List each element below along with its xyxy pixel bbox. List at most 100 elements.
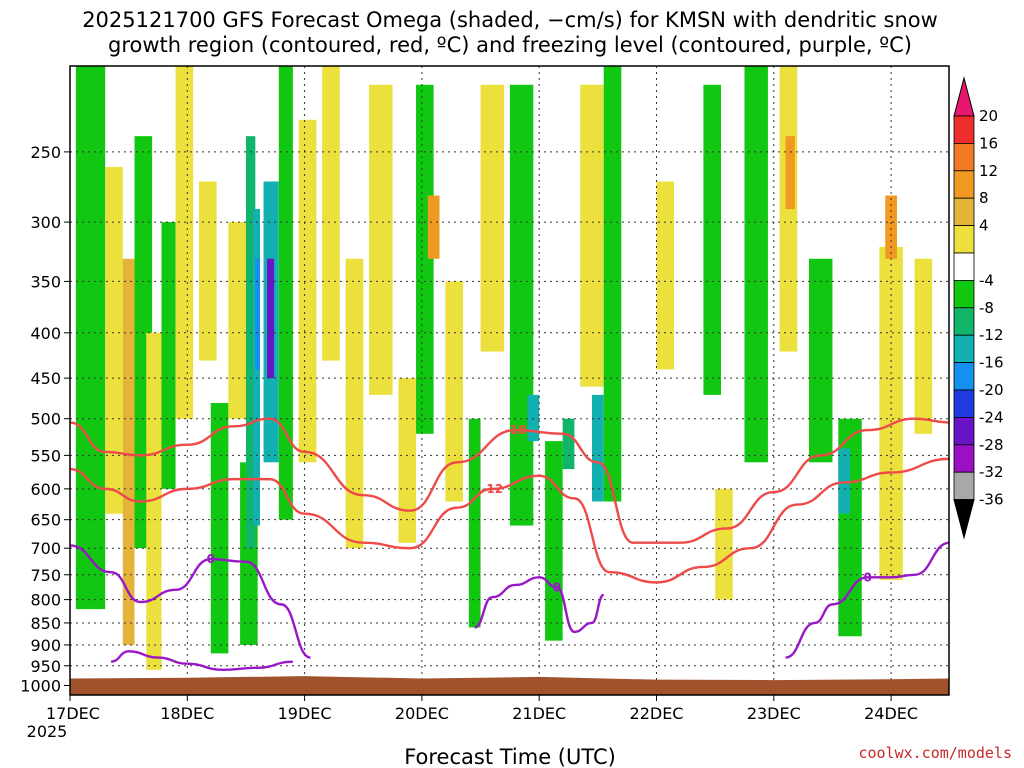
watermark: coolwx.com/models bbox=[858, 744, 1012, 762]
omega-cell bbox=[345, 258, 364, 549]
y-tick-label: 800 bbox=[30, 591, 61, 610]
omega-cell bbox=[885, 195, 897, 259]
omega-cell bbox=[808, 258, 833, 463]
x-tick-label: 20DEC bbox=[395, 704, 449, 723]
y-tick-label: 450 bbox=[30, 369, 61, 388]
omega-shading bbox=[75, 66, 1024, 670]
x-tick-label: 18DEC bbox=[160, 704, 214, 723]
colorbar-swatch bbox=[953, 225, 975, 254]
contour-line bbox=[70, 417, 949, 544]
omega-cell bbox=[1014, 323, 1024, 434]
omega-cell bbox=[427, 195, 440, 259]
colorbar-top-arrow bbox=[953, 76, 975, 117]
colorbar-label: -20 bbox=[979, 381, 1004, 399]
x-tick-label: 23DEC bbox=[747, 704, 801, 723]
omega-cell bbox=[527, 394, 540, 442]
omega-cell bbox=[509, 84, 534, 526]
omega-cell bbox=[603, 66, 622, 502]
omega-cell bbox=[298, 119, 317, 463]
omega-cell bbox=[210, 402, 229, 654]
omega-cell bbox=[278, 66, 293, 520]
colorbar-swatch bbox=[953, 142, 975, 172]
contour-label: 0 bbox=[553, 580, 561, 594]
grid-lines bbox=[70, 66, 949, 695]
omega-cell bbox=[879, 246, 903, 580]
y-tick-label: 550 bbox=[30, 446, 61, 465]
contour-line bbox=[785, 541, 949, 659]
y-tick-label: 700 bbox=[30, 539, 61, 558]
y-tick-label: 950 bbox=[30, 657, 61, 676]
x-tick-label: 21DEC bbox=[512, 704, 566, 723]
omega-cell bbox=[744, 66, 768, 463]
colorbar-swatch bbox=[953, 389, 975, 418]
colorbar-swatch bbox=[953, 279, 975, 309]
colorbar-swatch bbox=[953, 362, 975, 391]
colorbar-swatch bbox=[953, 197, 975, 226]
y-tick-label: 500 bbox=[30, 410, 61, 429]
omega-cell bbox=[838, 448, 851, 514]
contour-label: 0 bbox=[207, 552, 215, 566]
contour-line bbox=[70, 457, 949, 584]
contour-line bbox=[110, 650, 293, 671]
x-tick-year: 2025 bbox=[27, 722, 68, 741]
omega-cell bbox=[369, 84, 393, 395]
x-tick-label: 22DEC bbox=[630, 704, 684, 723]
colorbar-label: 4 bbox=[979, 217, 989, 235]
y-tick-label: 900 bbox=[30, 636, 61, 655]
plot-frame bbox=[69, 65, 950, 696]
colorbar-label: -8 bbox=[979, 299, 994, 317]
omega-cell bbox=[445, 281, 463, 502]
colorbar-swatch bbox=[953, 444, 975, 473]
omega-cell bbox=[656, 181, 675, 370]
y-tick-label: 650 bbox=[30, 511, 61, 530]
omega-cell bbox=[267, 258, 275, 379]
x-tick-label: 24DEC bbox=[864, 704, 918, 723]
chart-title-line-1: 2025121700 GFS Forecast Omega (shaded, −… bbox=[82, 8, 938, 32]
colorbar-label: -4 bbox=[979, 271, 994, 289]
colorbar-bottom-arrow bbox=[953, 499, 975, 540]
omega-cell bbox=[562, 418, 575, 470]
omega-cell bbox=[703, 84, 722, 395]
y-tick-label: 600 bbox=[30, 480, 61, 499]
omega-cell bbox=[715, 488, 733, 600]
omega-cell bbox=[480, 84, 505, 352]
colorbar-label: 16 bbox=[979, 134, 998, 152]
omega-cell bbox=[785, 136, 795, 210]
contour-line bbox=[70, 544, 311, 659]
colorbar-label: -32 bbox=[979, 463, 1004, 481]
contour-label: 0 bbox=[863, 570, 871, 584]
colorbar: 20 16 12 8 4 -4 -8 -12 -16 -20 -24 -28 -32 -36 bbox=[953, 76, 1004, 540]
terrain-fill bbox=[70, 676, 949, 695]
colorbar-label: 20 bbox=[979, 107, 998, 125]
colorbar-swatch bbox=[953, 416, 975, 446]
colorbar-label: -24 bbox=[979, 408, 1004, 426]
colorbar-label: 8 bbox=[979, 189, 989, 207]
y-tick-label: 1000 bbox=[20, 676, 61, 695]
omega-cell bbox=[1003, 152, 1021, 600]
omega-cell bbox=[580, 84, 604, 387]
omega-cell bbox=[468, 418, 481, 628]
colorbar-label: -16 bbox=[979, 354, 1004, 372]
omega-cell bbox=[245, 136, 256, 549]
colorbar-swatch bbox=[953, 334, 975, 364]
colorbar-label: -36 bbox=[979, 491, 1004, 509]
colorbar-label: 12 bbox=[979, 162, 998, 180]
omega-cell bbox=[255, 258, 261, 370]
contour-label: -18 bbox=[505, 423, 527, 437]
y-tick-label: 300 bbox=[30, 213, 61, 232]
temperature-contours: -18 -12 0 0 0 bbox=[70, 417, 949, 671]
omega-cell bbox=[591, 394, 604, 502]
omega-cell bbox=[122, 258, 135, 645]
x-tick-label: 17DEC bbox=[46, 704, 100, 723]
omega-cell bbox=[322, 66, 340, 361]
x-tick-label: 19DEC bbox=[278, 704, 332, 723]
colorbar-swatch bbox=[953, 307, 975, 336]
omega-cell bbox=[199, 181, 217, 361]
colorbar-swatch bbox=[953, 252, 975, 281]
colorbar-swatch bbox=[953, 115, 975, 144]
colorbar-label: -12 bbox=[979, 326, 1004, 344]
pressure-axis: 250 300 350 400 450 500 550 600 650 700 750 800 850 9… bbox=[20, 143, 70, 695]
y-tick-label: 400 bbox=[30, 324, 61, 343]
y-tick-label: 850 bbox=[30, 614, 61, 633]
